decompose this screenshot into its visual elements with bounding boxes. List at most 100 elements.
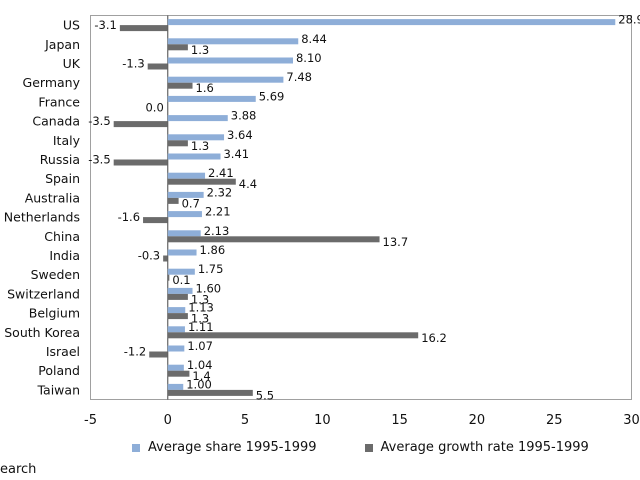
category-label: Poland	[38, 363, 80, 378]
value-label-growth: -3.5	[88, 153, 110, 167]
category-label: Belgium	[29, 306, 80, 321]
x-tick-label: 5	[241, 413, 249, 428]
bar-growth	[167, 197, 179, 204]
bar-growth	[119, 25, 168, 32]
value-label-growth: -1.3	[122, 57, 144, 71]
bar-share	[167, 38, 299, 45]
bar-share	[167, 287, 193, 294]
value-label-growth: 5.5	[256, 388, 274, 402]
category-label: Canada	[32, 114, 80, 129]
category-label: US	[63, 18, 80, 33]
bar-share	[167, 364, 184, 371]
bar-growth	[167, 274, 170, 281]
category-label: France	[38, 94, 80, 109]
value-label-share: 8.44	[301, 32, 327, 46]
bar-share	[167, 76, 284, 83]
bar-growth	[167, 178, 236, 185]
value-label-growth: 0.7	[182, 196, 200, 210]
bar-share	[167, 172, 206, 179]
bar-share	[167, 95, 256, 102]
bar-share	[167, 57, 293, 64]
bar-growth	[149, 351, 168, 358]
x-tick-label: 10	[314, 413, 331, 428]
bar-growth	[113, 121, 168, 128]
category-label: Italy	[53, 133, 81, 148]
value-label-share: 3.88	[231, 109, 257, 123]
value-label-growth: 1.3	[191, 43, 209, 57]
category-label: Taiwan	[36, 382, 80, 397]
bar-growth	[113, 159, 168, 166]
bar-growth	[167, 140, 188, 147]
value-label-share: 7.48	[286, 70, 312, 84]
bar-share	[167, 153, 221, 160]
value-label-share: 1.60	[196, 281, 222, 295]
value-label-share: 1.07	[187, 339, 213, 353]
category-label: Netherlands	[4, 210, 80, 225]
bar-growth	[167, 370, 190, 377]
value-labels: 28.95 -3.1 8.44 1.3 8.10 -1.3 7.48 1.6 5.69 0.0 3.…	[88, 13, 640, 403]
value-label-share: 1.13	[188, 301, 214, 315]
bar-growth	[167, 82, 193, 89]
x-tick-label: -5	[84, 413, 97, 428]
value-label-share: 2.32	[207, 185, 233, 199]
value-label-growth: -1.6	[118, 210, 140, 224]
bar-chart: US Japan UK Germany France Canada Italy Russia S…	[4, 13, 640, 428]
legend-item-share: Average share 1995-1999	[132, 440, 317, 455]
bar-share	[167, 230, 201, 237]
value-label-growth: 1.3	[191, 139, 209, 153]
category-label: Japan	[44, 37, 80, 52]
x-tick-label: 20	[469, 413, 486, 428]
value-label-share: 1.00	[186, 377, 212, 391]
value-label-growth: -3.1	[94, 18, 116, 32]
bar-share	[167, 134, 225, 141]
value-label-growth: -3.5	[88, 114, 110, 128]
x-axis-ticks: -5 0 5 10 15 20 25 30	[84, 413, 640, 428]
bars-group	[113, 15, 616, 400]
x-tick-label: 0	[164, 413, 172, 428]
legend-item-growth: Average growth rate 1995-1999	[364, 440, 589, 455]
value-label-share: 28.95	[618, 13, 640, 27]
category-label: Sweden	[31, 267, 80, 282]
value-label-share: 3.41	[223, 147, 249, 161]
bar-share	[167, 191, 204, 198]
x-tick-label: 30	[623, 413, 640, 428]
value-label-growth: 0.0	[145, 100, 163, 114]
category-label: Australia	[25, 190, 80, 205]
category-label: Israel	[46, 344, 80, 359]
value-label-growth: -1.2	[124, 345, 146, 359]
bar-share	[167, 268, 195, 275]
bar-growth	[167, 389, 253, 396]
value-label-share: 8.10	[296, 51, 322, 65]
bar-growth	[167, 293, 188, 300]
value-label-share: 1.75	[198, 262, 224, 276]
value-label-growth: 1.6	[196, 81, 214, 95]
value-label-growth: 4.4	[239, 177, 257, 191]
legend-label-share: Average share 1995-1999	[148, 440, 317, 455]
category-label: Russia	[40, 152, 80, 167]
legend-label-growth: Average growth rate 1995-1999	[380, 440, 589, 455]
value-label-growth: 1.4	[192, 369, 210, 383]
category-label: China	[44, 229, 80, 244]
x-tick-label: 25	[546, 413, 563, 428]
value-label-growth: -0.3	[138, 249, 160, 263]
bar-growth	[147, 63, 168, 70]
category-label: Spain	[45, 171, 80, 186]
value-label-growth: 16.2	[421, 331, 447, 345]
value-label-share: 1.86	[200, 243, 226, 257]
value-label-share: 3.64	[227, 128, 253, 142]
category-labels: US Japan UK Germany France Canada Italy Russia S…	[4, 18, 81, 398]
bar-share	[167, 345, 185, 352]
category-label: India	[49, 248, 80, 263]
bar-growth	[167, 44, 188, 51]
category-label: UK	[63, 56, 81, 71]
bar-share	[167, 115, 228, 122]
value-label-share: 2.13	[204, 224, 230, 238]
legend-swatch-growth	[364, 443, 373, 452]
category-label: South Korea	[4, 325, 80, 340]
bar-share	[167, 19, 616, 26]
value-label-growth: 13.7	[383, 235, 409, 249]
value-label-share: 2.41	[208, 166, 234, 180]
value-label-growth: 1.3	[191, 292, 209, 306]
footer-text: earch	[0, 462, 37, 477]
bar-share	[167, 307, 186, 314]
